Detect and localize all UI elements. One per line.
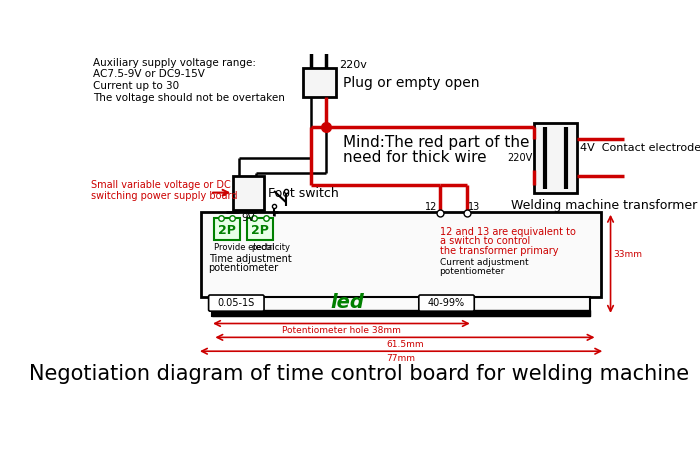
Text: 61.5mm: 61.5mm: [386, 340, 424, 349]
Text: need for thick wire: need for thick wire: [344, 150, 487, 165]
Text: led: led: [330, 293, 364, 312]
Bar: [303, 68, 336, 97]
Text: Plug or empty open: Plug or empty open: [344, 76, 480, 90]
Text: Time adjustment: Time adjustment: [209, 254, 291, 264]
Text: Mind:The red part of the: Mind:The red part of the: [344, 135, 530, 150]
Text: 12: 12: [425, 202, 438, 212]
Text: 4V  Contact electrode: 4V Contact electrode: [580, 143, 700, 153]
Text: Auxiliary supply voltage range:
AC7.5-9V or DC9-15V
Current up to 30
The voltage: Auxiliary supply voltage range: AC7.5-9V…: [93, 58, 285, 103]
Text: Current adjustment: Current adjustment: [440, 258, 528, 267]
Bar: [534, 123, 577, 193]
FancyBboxPatch shape: [209, 295, 264, 311]
Text: 220V: 220V: [507, 153, 532, 163]
Text: a switch to control: a switch to control: [440, 237, 530, 247]
Text: potentiometer: potentiometer: [440, 267, 505, 276]
Text: pedal: pedal: [251, 243, 274, 252]
Text: the transformer primary: the transformer primary: [440, 246, 558, 256]
Text: Welding machine transformer: Welding machine transformer: [511, 199, 697, 212]
Text: 40-99%: 40-99%: [428, 298, 465, 308]
Text: Potentiometer hole 38mm: Potentiometer hole 38mm: [281, 326, 400, 335]
Text: Provide electricity: Provide electricity: [214, 243, 290, 252]
Text: 220v: 220v: [340, 60, 368, 70]
Bar: [247, 218, 273, 239]
Text: 0.05-1S: 0.05-1S: [218, 298, 255, 308]
Text: 13: 13: [468, 202, 480, 212]
Text: potentiometer: potentiometer: [209, 263, 279, 274]
Text: Small variable voltage or DC
switching power supply board: Small variable voltage or DC switching p…: [91, 180, 237, 201]
Text: 2P: 2P: [218, 224, 236, 237]
Text: 33mm: 33mm: [613, 250, 642, 259]
Text: 9V: 9V: [241, 213, 255, 223]
Bar: [213, 297, 589, 316]
FancyBboxPatch shape: [419, 295, 475, 311]
Bar: [233, 176, 264, 210]
Text: Foot switch: Foot switch: [268, 187, 339, 200]
Text: 12 and 13 are equivalent to: 12 and 13 are equivalent to: [440, 227, 575, 237]
Text: 77mm: 77mm: [386, 354, 416, 363]
Bar: [214, 218, 240, 239]
Text: Negotiation diagram of time control board for welding machine: Negotiation diagram of time control boar…: [29, 364, 689, 383]
Bar: [201, 212, 601, 297]
Bar: [213, 310, 589, 316]
Text: 2P: 2P: [251, 224, 269, 237]
